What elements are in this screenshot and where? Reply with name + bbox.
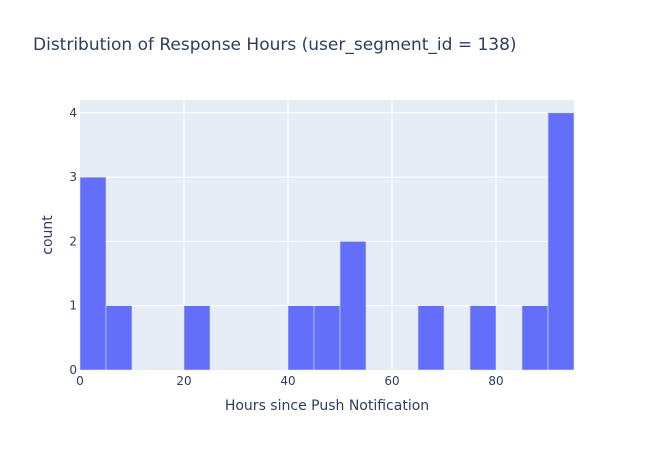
histogram-bar-20-25 [183, 305, 211, 371]
x-tick-label: 20 [176, 374, 191, 388]
histogram-bar-0-5 [79, 176, 107, 371]
histogram-bar-50-55 [339, 241, 367, 371]
y-tick-label: 4 [69, 106, 77, 120]
y-tick-label: 1 [69, 299, 77, 313]
histogram-bar-65-70 [417, 305, 445, 371]
gridlines [80, 100, 574, 370]
x-axis-ticks: 0 20 40 60 80 [76, 374, 503, 388]
histogram-bar-90-95 [547, 112, 575, 371]
x-axis-label: Hours since Push Notification [225, 398, 429, 414]
histogram-bar-45-50 [313, 305, 341, 371]
bars [79, 112, 575, 371]
histogram-bar-5-10 [105, 305, 133, 371]
histogram-bar-85-90 [521, 305, 549, 371]
y-tick-label: 3 [69, 170, 77, 184]
y-axis-ticks: 0 1 2 3 4 [69, 106, 77, 377]
histogram-bar-75-80 [469, 305, 497, 371]
y-tick-label: 0 [69, 363, 77, 377]
x-tick-label: 60 [384, 374, 399, 388]
histogram-bar-40-45 [287, 305, 315, 371]
y-tick-label: 2 [69, 234, 77, 248]
y-axis-label: count [40, 215, 56, 255]
chart-title: Distribution of Response Hours (user_seg… [33, 35, 517, 55]
x-tick-label: 80 [488, 374, 503, 388]
x-tick-label: 0 [76, 374, 84, 388]
x-tick-label: 40 [280, 374, 295, 388]
